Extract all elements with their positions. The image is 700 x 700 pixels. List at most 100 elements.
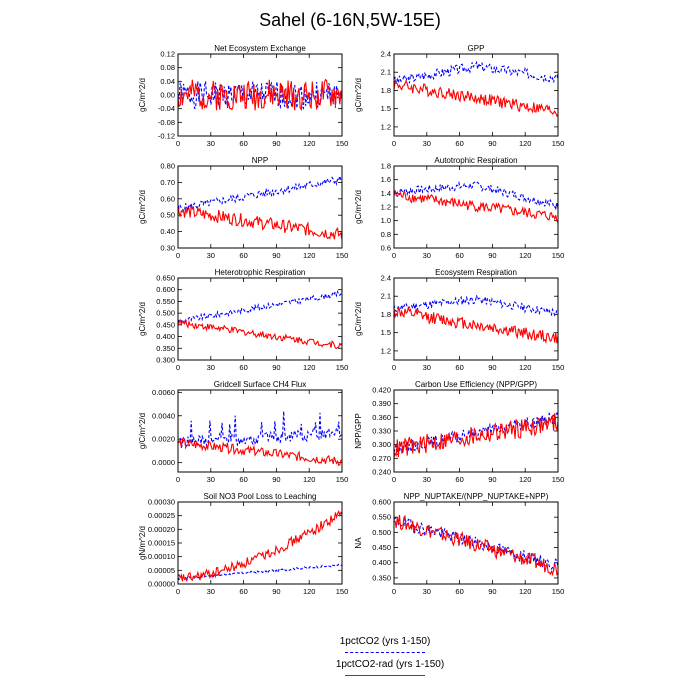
x-tick-label: 90 bbox=[272, 139, 280, 148]
y-tick-label: 2.1 bbox=[381, 68, 391, 77]
y-tick-label: 0.400 bbox=[372, 558, 391, 567]
y-tick-label: 0.390 bbox=[372, 399, 391, 408]
plot-frame bbox=[177, 53, 343, 137]
page-title: Sahel (6-16N,5W-15E) bbox=[259, 10, 441, 30]
x-tick-label: 120 bbox=[519, 475, 532, 484]
y-tick-label: 0.300 bbox=[156, 356, 175, 365]
x-tick-label: 30 bbox=[423, 587, 431, 596]
x-tick-label: 150 bbox=[552, 475, 565, 484]
x-tick-label: 120 bbox=[519, 363, 532, 372]
y-tick-label: 0.00000 bbox=[148, 580, 175, 589]
panel-title: NPP bbox=[252, 156, 268, 165]
y-axis-label: gC/m^2/d bbox=[138, 302, 147, 336]
y-tick-label: 0.00025 bbox=[148, 511, 175, 520]
series-line-1pctco2-rad bbox=[178, 204, 342, 240]
y-tick-label: 0.600 bbox=[156, 285, 175, 294]
plot-frame bbox=[393, 277, 559, 361]
series-line-1pctco2 bbox=[394, 295, 558, 317]
y-tick-label: 0.350 bbox=[156, 344, 175, 353]
y-tick-label: 1.6 bbox=[381, 175, 391, 184]
x-tick-label: 150 bbox=[336, 251, 349, 260]
y-tick-label: 0.650 bbox=[156, 274, 175, 283]
legend-swatch-1pctco2 bbox=[345, 652, 425, 653]
y-axis-label: g/C/m^2/d bbox=[138, 413, 147, 449]
legend-swatch-1pctco2-rad bbox=[345, 675, 425, 676]
y-tick-label: 1.5 bbox=[381, 328, 391, 337]
legend-label-1pctco2: 1pctCO2 (yrs 1-150) bbox=[339, 636, 431, 647]
y-axis-label: gC/m^2/d bbox=[354, 302, 363, 336]
x-tick-label: 90 bbox=[272, 363, 280, 372]
series-line-1pctco2-rad bbox=[394, 190, 558, 223]
panel-1: GPP gC/m^2/d 0 30 60 90 120 150 1.2 1.5 1.8 2.1 2.4 bbox=[354, 44, 564, 148]
series-line-1pctco2 bbox=[178, 173, 342, 213]
y-tick-label: 0.6 bbox=[381, 244, 391, 253]
y-tick-label: -0.08 bbox=[158, 118, 175, 127]
x-tick-label: 90 bbox=[488, 251, 496, 260]
x-tick-label: 120 bbox=[519, 251, 532, 260]
y-tick-label: 0.330 bbox=[372, 427, 391, 436]
series-line-1pctco2-rad bbox=[178, 437, 342, 467]
y-tick-label: 0.240 bbox=[372, 468, 391, 477]
x-tick-label: 60 bbox=[239, 587, 247, 596]
y-tick-label: 0.550 bbox=[156, 297, 175, 306]
series-line-1pctco2-rad bbox=[178, 509, 342, 583]
x-tick-label: 30 bbox=[423, 251, 431, 260]
x-tick-label: 90 bbox=[488, 363, 496, 372]
x-tick-label: 120 bbox=[303, 251, 316, 260]
panel-title: Heterotrophic Respiration bbox=[215, 268, 306, 277]
series-line-1pctco2-rad bbox=[394, 413, 558, 458]
x-tick-label: 150 bbox=[552, 251, 565, 260]
x-tick-label: 0 bbox=[176, 475, 180, 484]
panel-8: Soil NO3 Pool Loss to Leaching gN/m^2/d 0 3… bbox=[138, 492, 348, 596]
x-tick-label: 30 bbox=[207, 363, 215, 372]
y-tick-label: 0.12 bbox=[160, 50, 175, 59]
panel-title: NPP_NUPTAKE/(NPP_NUPTAKE+NPP) bbox=[404, 492, 549, 501]
x-tick-label: 30 bbox=[207, 587, 215, 596]
x-tick-label: 0 bbox=[176, 139, 180, 148]
panel-title: Net Ecosystem Exchange bbox=[214, 44, 306, 53]
plot-frame bbox=[177, 165, 343, 249]
y-tick-label: 0.300 bbox=[372, 440, 391, 449]
panel-7: Carbon Use Efficiency (NPP/GPP) NPP/GPP 0 3… bbox=[354, 380, 564, 484]
legend-label-1pctco2-rad: 1pctCO2-rad (yrs 1-150) bbox=[335, 659, 445, 670]
x-tick-label: 90 bbox=[488, 139, 496, 148]
series-line-1pctco2 bbox=[178, 411, 342, 450]
panel-title: Soil NO3 Pool Loss to Leaching bbox=[204, 492, 317, 501]
y-tick-label: 0.0000 bbox=[152, 458, 175, 467]
x-tick-label: 150 bbox=[336, 475, 349, 484]
x-tick-label: 60 bbox=[239, 139, 247, 148]
y-tick-label: 1.4 bbox=[381, 189, 391, 198]
y-tick-label: 0.8 bbox=[381, 230, 391, 239]
series-line-1pctco2 bbox=[178, 81, 342, 110]
x-tick-label: 150 bbox=[552, 587, 565, 596]
y-tick-label: 0.270 bbox=[372, 454, 391, 463]
y-axis-label: gC/m^2/d bbox=[138, 78, 147, 112]
x-tick-label: 30 bbox=[207, 251, 215, 260]
y-tick-label: 0.00 bbox=[160, 91, 175, 100]
x-tick-label: 120 bbox=[303, 139, 316, 148]
y-tick-label: 0.04 bbox=[160, 77, 175, 86]
series-line-1pctco2 bbox=[394, 180, 558, 211]
x-tick-label: 120 bbox=[303, 587, 316, 596]
x-tick-label: 60 bbox=[455, 251, 463, 260]
y-tick-label: 0.00015 bbox=[148, 539, 175, 548]
x-tick-label: 90 bbox=[488, 587, 496, 596]
plot-frame bbox=[177, 501, 343, 585]
series-line-1pctco2-rad bbox=[394, 514, 558, 577]
y-axis-label: NA bbox=[354, 537, 363, 549]
x-tick-label: 0 bbox=[392, 475, 396, 484]
x-tick-label: 150 bbox=[336, 139, 349, 148]
x-tick-label: 0 bbox=[392, 251, 396, 260]
series-line-1pctco2 bbox=[394, 516, 558, 573]
y-tick-label: 0.50 bbox=[160, 211, 175, 220]
x-tick-label: 150 bbox=[336, 587, 349, 596]
y-tick-label: 1.8 bbox=[381, 310, 391, 319]
series-line-1pctco2-rad bbox=[178, 318, 342, 350]
y-tick-label: 0.550 bbox=[372, 513, 391, 522]
y-tick-label: 0.600 bbox=[372, 498, 391, 507]
y-tick-label: 0.450 bbox=[372, 543, 391, 552]
x-tick-label: 0 bbox=[176, 587, 180, 596]
panel-3: Autotrophic Respiration gC/m^2/d 0 30 60 90 12… bbox=[354, 156, 564, 260]
y-tick-label: 0.00030 bbox=[148, 498, 175, 507]
